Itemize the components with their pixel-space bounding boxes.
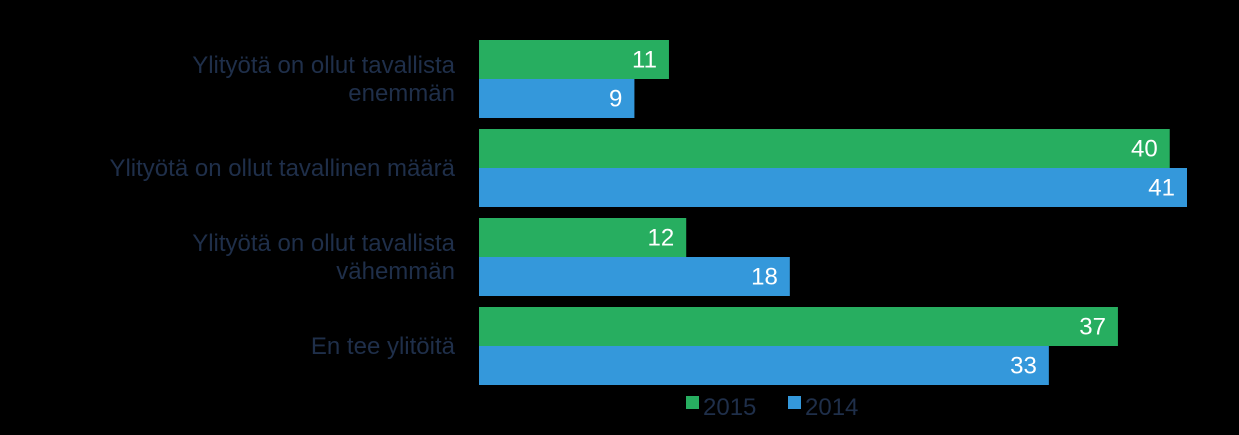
value-label: 37 [1079, 314, 1106, 341]
legend: 2015 2014 [686, 394, 858, 421]
category-label-line: enemmän [348, 80, 455, 107]
bar-2015-1 [479, 129, 1170, 168]
bar-2014-1 [479, 168, 1187, 207]
bars [479, 40, 1187, 385]
category-label-line: Ylityötä on ollut tavallinen määrä [109, 155, 455, 182]
value-label: 40 [1131, 136, 1158, 163]
legend-swatch-2014 [788, 396, 801, 409]
category-label: En tee ylitöitä [311, 333, 456, 360]
category-label-line: En tee ylitöitä [311, 333, 456, 360]
value-label: 41 [1148, 175, 1175, 202]
value-label: 18 [751, 264, 778, 291]
value-label: 33 [1010, 353, 1037, 380]
value-label: 9 [609, 86, 622, 113]
bar-2014-3 [479, 346, 1049, 385]
value-label: 12 [648, 225, 675, 252]
legend-label-2015: 2015 [703, 394, 756, 421]
category-label-line: vähemmän [336, 258, 455, 285]
category-label-line: Ylityötä on ollut tavallista [192, 52, 455, 79]
category-label: Ylityötä on ollut tavallinen määrä [109, 155, 455, 182]
bar-2015-2 [479, 218, 687, 257]
category-labels: Ylityötä on ollut tavallista enemmänYlity… [109, 52, 455, 360]
legend-swatch-2015 [686, 396, 699, 409]
bar-2014-0 [479, 79, 635, 118]
bar-2014-2 [479, 257, 790, 296]
value-labels: 11 9 40 41 12 18 37 33 [609, 47, 1175, 380]
category-label: Ylityötä on ollut tavallista vähemmän [192, 230, 455, 285]
category-label-line: Ylityötä on ollut tavallista [192, 230, 455, 257]
legend-label-2014: 2014 [805, 394, 858, 421]
bar-2015-3 [479, 307, 1118, 346]
value-label: 11 [632, 47, 657, 74]
category-label: Ylityötä on ollut tavallista enemmän [192, 52, 455, 107]
bar-2015-0 [479, 40, 669, 79]
